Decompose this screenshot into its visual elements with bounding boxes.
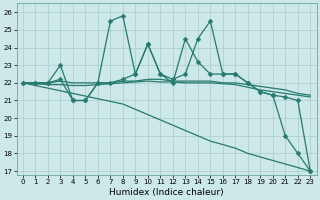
X-axis label: Humidex (Indice chaleur): Humidex (Indice chaleur)	[109, 188, 224, 197]
